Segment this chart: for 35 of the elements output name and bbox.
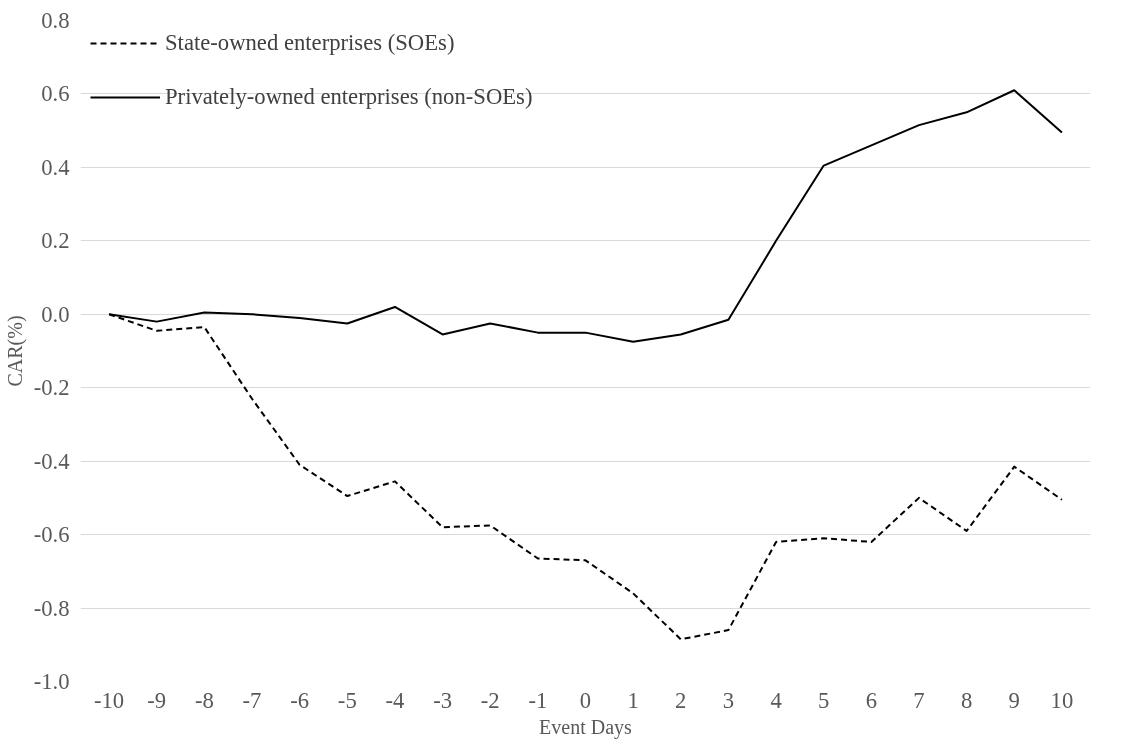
x-tick-label: 5 xyxy=(818,687,830,713)
x-tick-label: -6 xyxy=(290,687,310,713)
x-axis-title: Event Days xyxy=(539,715,633,739)
y-axis-title: CAR(%) xyxy=(3,315,27,387)
x-tick-label: 7 xyxy=(913,687,925,713)
legend-label: Privately-owned enterprises (non-SOEs) xyxy=(165,84,533,110)
x-tick-label: -1 xyxy=(528,687,548,713)
y-tick-label: 0.4 xyxy=(41,154,70,180)
x-tick-label: -10 xyxy=(93,687,125,713)
y-tick-label: -1.0 xyxy=(33,669,70,694)
legend-label: State-owned enterprises (SOEs) xyxy=(165,30,455,56)
x-tick-label: -2 xyxy=(480,687,500,713)
y-tick-label: -0.2 xyxy=(33,375,70,401)
x-tick-label: 10 xyxy=(1050,687,1074,713)
x-tick-label: 0 xyxy=(579,687,592,713)
y-tick-label: -0.8 xyxy=(33,595,70,621)
y-tick-label: 0.2 xyxy=(41,228,70,254)
y-tick-label: 0.0 xyxy=(41,301,70,327)
x-tick-label: 2 xyxy=(675,687,687,713)
x-tick-label: 1 xyxy=(627,687,639,713)
x-tick-label: -3 xyxy=(433,687,453,713)
x-tick-label: -9 xyxy=(147,687,167,713)
x-tick-label: -7 xyxy=(242,687,262,713)
x-tick-label: 6 xyxy=(865,687,878,713)
x-tick-label: 3 xyxy=(722,687,735,713)
y-tick-label: -0.6 xyxy=(33,522,70,548)
y-tick-label: -0.4 xyxy=(33,448,70,474)
x-tick-label: -5 xyxy=(337,687,357,713)
y-tick-label: 0.6 xyxy=(41,81,70,107)
x-tick-label: -8 xyxy=(194,687,214,713)
x-tick-label: 9 xyxy=(1008,687,1020,713)
x-tick-label: 4 xyxy=(770,687,782,713)
y-tick-label: 0.8 xyxy=(41,8,70,33)
x-tick-label: -4 xyxy=(385,687,405,713)
x-tick-label: 8 xyxy=(960,687,973,713)
